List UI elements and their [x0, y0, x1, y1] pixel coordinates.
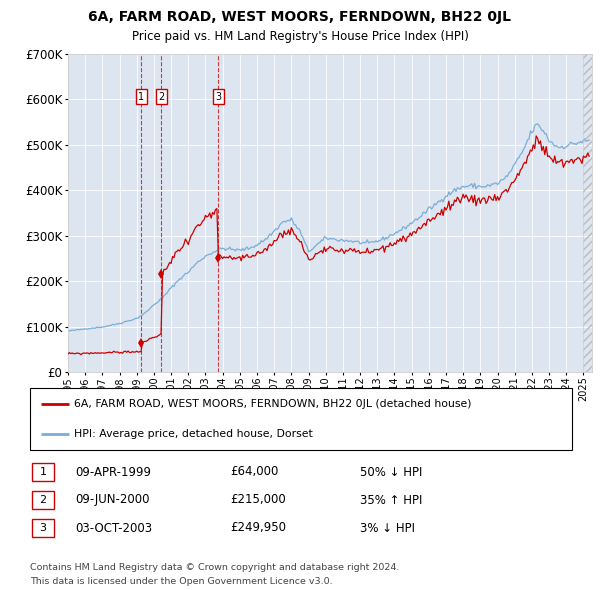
- Text: 35% ↑ HPI: 35% ↑ HPI: [360, 493, 422, 506]
- Text: 3: 3: [215, 92, 221, 102]
- Text: 50% ↓ HPI: 50% ↓ HPI: [360, 466, 422, 478]
- Text: 3% ↓ HPI: 3% ↓ HPI: [360, 522, 415, 535]
- Text: 03-OCT-2003: 03-OCT-2003: [75, 522, 152, 535]
- Text: £249,950: £249,950: [230, 522, 286, 535]
- Text: 6A, FARM ROAD, WEST MOORS, FERNDOWN, BH22 0JL: 6A, FARM ROAD, WEST MOORS, FERNDOWN, BH2…: [89, 10, 511, 24]
- Text: 1: 1: [40, 467, 47, 477]
- Text: 6A, FARM ROAD, WEST MOORS, FERNDOWN, BH22 0JL (detached house): 6A, FARM ROAD, WEST MOORS, FERNDOWN, BH2…: [74, 399, 472, 409]
- Text: 2: 2: [40, 495, 47, 505]
- Text: Contains HM Land Registry data © Crown copyright and database right 2024.: Contains HM Land Registry data © Crown c…: [30, 563, 400, 572]
- Text: 09-JUN-2000: 09-JUN-2000: [75, 493, 149, 506]
- Text: 3: 3: [40, 523, 47, 533]
- Text: £64,000: £64,000: [230, 466, 278, 478]
- Text: £215,000: £215,000: [230, 493, 286, 506]
- Text: 1: 1: [138, 92, 145, 102]
- Text: 2: 2: [158, 92, 164, 102]
- Text: HPI: Average price, detached house, Dorset: HPI: Average price, detached house, Dors…: [74, 429, 313, 439]
- Text: Price paid vs. HM Land Registry's House Price Index (HPI): Price paid vs. HM Land Registry's House …: [131, 30, 469, 43]
- Text: 09-APR-1999: 09-APR-1999: [75, 466, 151, 478]
- Text: This data is licensed under the Open Government Licence v3.0.: This data is licensed under the Open Gov…: [30, 578, 332, 586]
